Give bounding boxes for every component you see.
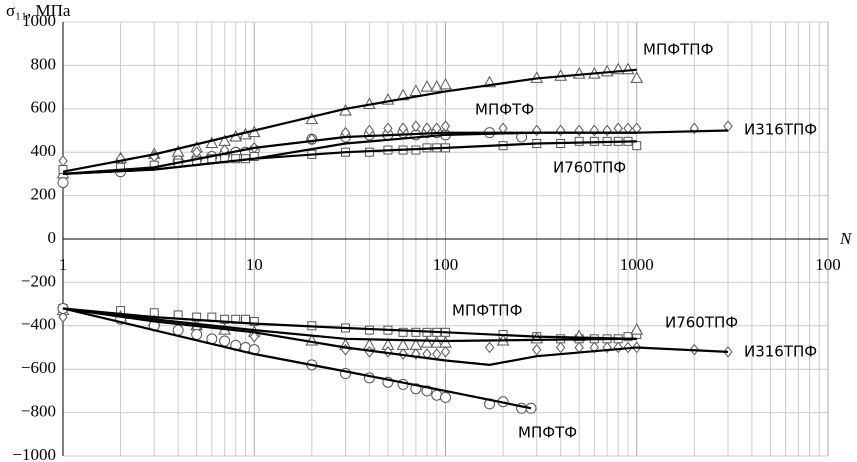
marker [532,124,542,137]
marker [172,324,184,336]
annotation: И316ТПФ [744,121,817,139]
fit-line [62,307,532,410]
marker [191,328,203,340]
y-tick-label: 400 [31,141,57,160]
marker [219,335,231,347]
marker [58,311,68,323]
y-tick-label: 600 [31,98,57,117]
marker [574,136,584,146]
annotation: И760ТПФ [665,314,738,332]
marker [205,136,219,149]
marker [249,152,259,162]
marker [630,323,644,335]
marker [440,120,451,132]
marker [440,346,451,358]
marker [613,341,623,354]
marker [420,80,434,92]
y-tick-label: 0 [48,228,57,247]
marker [602,124,612,137]
marker [574,341,584,354]
marker [398,122,408,135]
marker [398,327,408,337]
y-tick-label: −600 [21,358,56,377]
fit-line [62,140,637,175]
marker [57,177,69,189]
y-tick-label: 800 [31,54,57,73]
fit-line [62,307,637,340]
marker [58,165,68,175]
marker [439,336,452,348]
marker [305,112,319,125]
marker [572,67,586,79]
marker [439,77,452,90]
marker [409,84,423,96]
y-tick-label: −200 [21,271,56,290]
marker [430,80,444,92]
marker [420,336,434,348]
x-tick-label: 100 [433,255,459,274]
x-tick-label: 100 [815,255,841,274]
marker [623,332,633,342]
marker [231,154,241,164]
marker [249,330,259,343]
fit-line [62,68,637,173]
fit-line [62,307,637,343]
fit-line [62,307,729,366]
marker [440,391,451,403]
annotation: МПФТПФ [452,302,523,320]
marker [556,341,566,354]
marker [589,124,599,137]
series-markers [57,302,537,414]
annotation: И316ТПФ [744,343,817,361]
y-tick-label: −1000 [12,445,56,462]
marker [58,155,68,167]
marker [574,124,584,137]
annotation: МПФТПФ [643,41,714,59]
series-markers [57,127,528,189]
marker [432,348,442,360]
y-axis-label: σ₁₁, МПа [6,1,71,20]
marker [556,124,566,137]
x-tick-label: 10 [246,255,263,274]
marker [411,120,421,132]
annotation: МПФТФ [518,424,577,442]
annotation: МПФТФ [475,101,534,119]
y-tick-label: 1000 [22,11,56,30]
marker [632,141,642,151]
annotation: И760ТПФ [553,159,626,177]
marker [411,327,421,337]
x-tick-label: 1000 [620,255,654,274]
y-tick-label: 200 [31,185,57,204]
marker [430,336,444,348]
marker [484,341,495,354]
x-axis-label: N [839,229,853,248]
marker [532,343,542,356]
marker [630,71,644,83]
y-tick-label: −800 [21,402,56,421]
marker [383,122,393,135]
y-tick-label: −400 [21,315,56,334]
